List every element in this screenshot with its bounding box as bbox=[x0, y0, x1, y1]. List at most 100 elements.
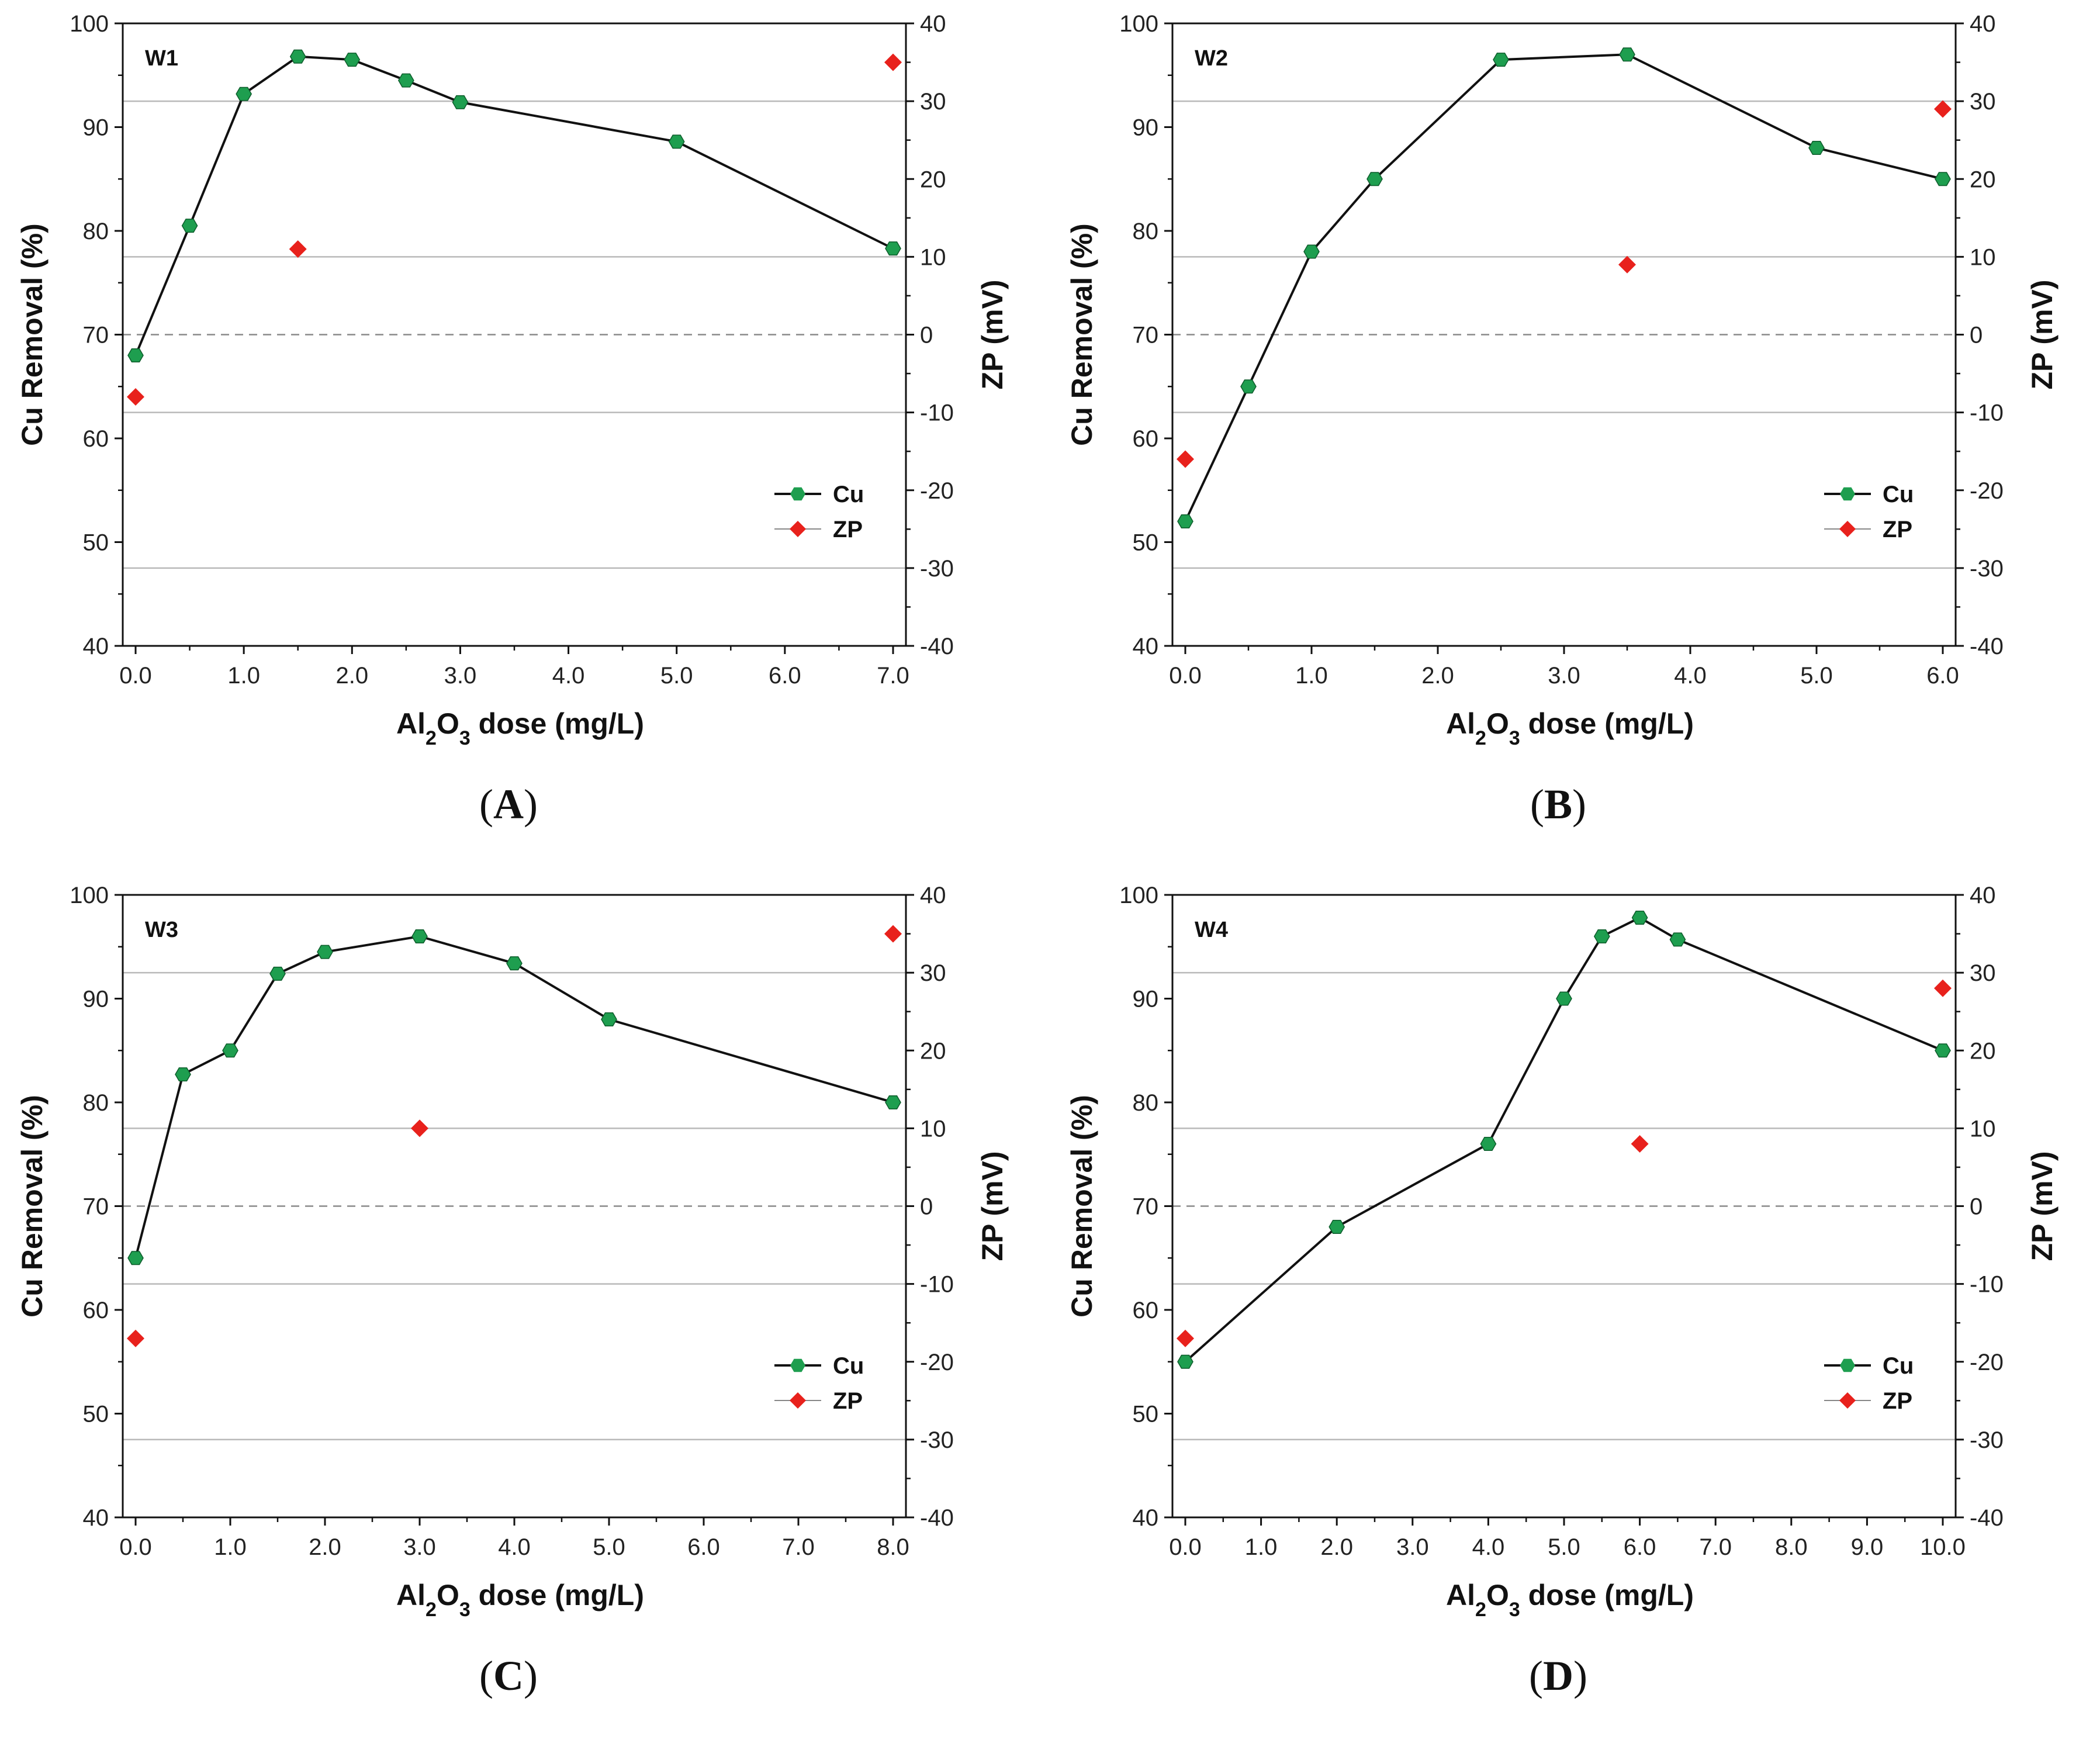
x-tick-label: 7.0 bbox=[877, 663, 909, 689]
left-tick-label: 80 bbox=[83, 219, 109, 244]
legend: Cu ZP bbox=[774, 1353, 864, 1414]
right-axis: 40 30 20 10 0 -10 -20 -30 -40 bbox=[906, 883, 954, 1531]
right-tick-label: 30 bbox=[920, 89, 946, 115]
panel-caption: (A) bbox=[479, 781, 538, 828]
legend-cu-marker bbox=[1840, 1358, 1855, 1372]
left-axis: 40 50 60 70 80 90 100 bbox=[70, 883, 123, 1531]
sample-tag: W3 bbox=[145, 918, 178, 942]
x-tick-label: 1.0 bbox=[1295, 663, 1328, 689]
cu-point bbox=[269, 966, 286, 981]
left-tick-label: 50 bbox=[83, 530, 109, 556]
right-tick-label: -10 bbox=[1970, 1272, 2004, 1298]
right-tick-label: 20 bbox=[1970, 1038, 1996, 1064]
cu-point bbox=[1669, 932, 1686, 947]
zp-point bbox=[884, 925, 902, 943]
cu-point bbox=[1480, 1136, 1497, 1151]
zp-point bbox=[127, 388, 144, 406]
cu-point bbox=[1177, 514, 1193, 529]
x-title-o: O bbox=[1486, 1579, 1509, 1611]
cu-series-line bbox=[1184, 916, 1943, 1363]
left-tick-label: 100 bbox=[1119, 11, 1158, 37]
right-axis: 40 30 20 10 0 -10 -20 -30 -40 bbox=[906, 11, 954, 659]
cu-point bbox=[506, 956, 523, 971]
legend-cu-label: Cu bbox=[1883, 482, 1914, 507]
right-tick-label: 10 bbox=[920, 1116, 946, 1142]
right-tick-label: 20 bbox=[920, 167, 946, 192]
left-tick-label: 80 bbox=[83, 1090, 109, 1116]
cu-point bbox=[1303, 244, 1320, 259]
cu-point bbox=[1366, 172, 1383, 186]
right-axis-title: ZP (mV) bbox=[2026, 280, 2059, 390]
zp-point bbox=[1177, 450, 1194, 468]
right-tick-label: 10 bbox=[1970, 244, 1996, 270]
right-tick-label: 30 bbox=[920, 960, 946, 986]
right-tick-label: -20 bbox=[1970, 1350, 2004, 1375]
right-tick-label: -40 bbox=[1970, 634, 2004, 659]
x-tick-label: 4.0 bbox=[1674, 663, 1707, 689]
cu-point bbox=[411, 929, 428, 944]
cu-point bbox=[668, 134, 685, 149]
x-title-sub-2: 2 bbox=[425, 1599, 437, 1621]
x-tick-label: 0.0 bbox=[119, 663, 152, 689]
left-axis: 40 50 60 70 80 90 100 bbox=[1119, 883, 1172, 1531]
legend: Cu ZP bbox=[1824, 482, 1914, 542]
x-title-sub-2: 2 bbox=[1475, 727, 1486, 749]
left-tick-label: 60 bbox=[1133, 426, 1159, 452]
legend-cu-marker bbox=[790, 1358, 805, 1372]
left-tick-label: 70 bbox=[83, 1194, 109, 1220]
right-tick-label: 0 bbox=[1970, 323, 1983, 348]
cu-point bbox=[885, 1095, 901, 1110]
right-axis-title: ZP (mV) bbox=[976, 280, 1009, 390]
cu-series-line bbox=[134, 935, 894, 1258]
x-tick-label: 5.0 bbox=[660, 663, 693, 689]
caption-paren-close: ) bbox=[524, 1652, 538, 1699]
left-tick-label: 70 bbox=[83, 323, 109, 348]
cu-point bbox=[236, 87, 252, 101]
x-title-o: O bbox=[437, 1579, 459, 1611]
right-tick-label: 0 bbox=[1970, 1194, 1983, 1220]
x-tick-label: 3.0 bbox=[444, 663, 477, 689]
sample-tag: W1 bbox=[145, 46, 178, 71]
right-tick-label: 30 bbox=[1970, 89, 1996, 115]
cu-point bbox=[317, 945, 333, 959]
right-tick-label: 40 bbox=[1970, 11, 1996, 37]
caption-paren-open: ( bbox=[1529, 1652, 1543, 1699]
x-tick-label: 3.0 bbox=[403, 1534, 436, 1560]
x-tick-label: 6.0 bbox=[687, 1534, 720, 1560]
zp-point bbox=[1934, 100, 1952, 118]
left-tick-label: 100 bbox=[1119, 883, 1158, 908]
left-tick-label: 90 bbox=[1133, 987, 1159, 1012]
zp-point bbox=[1618, 255, 1636, 274]
x-axis: 0.0 1.0 2.0 3.0 4.0 5.0 6.0 bbox=[1169, 646, 1959, 689]
caption-letter: D bbox=[1543, 1652, 1573, 1699]
x-tick-label: 6.0 bbox=[1624, 1534, 1656, 1560]
x-tick-label: 8.0 bbox=[877, 1534, 909, 1560]
cu-point bbox=[885, 241, 901, 256]
legend-zp-label: ZP bbox=[833, 517, 863, 542]
cu-point bbox=[289, 49, 306, 64]
panel-d: 40 50 60 70 80 90 100 40 30 20 10 0 -10 -20 -30 -40 0.0 1… bbox=[1050, 872, 2099, 1743]
caption-paren-open: ( bbox=[1530, 781, 1544, 828]
x-tick-label: 7.0 bbox=[782, 1534, 815, 1560]
legend-cu-label: Cu bbox=[833, 482, 864, 507]
x-axis: 0.0 1.0 2.0 3.0 4.0 5.0 6.0 7.0 8.0 9.0 10.0 bbox=[1169, 1517, 1966, 1560]
left-tick-label: 100 bbox=[70, 11, 109, 37]
x-tick-label: 10.0 bbox=[1920, 1534, 1966, 1560]
legend-cu-label: Cu bbox=[1883, 1353, 1914, 1379]
right-tick-label: 0 bbox=[920, 323, 933, 348]
legend-zp-label: ZP bbox=[1883, 517, 1912, 542]
cu-point bbox=[1935, 1043, 1951, 1058]
x-title-sub-2: 2 bbox=[425, 727, 437, 749]
left-tick-label: 40 bbox=[83, 1505, 109, 1531]
zp-point bbox=[1177, 1329, 1194, 1347]
zp-point bbox=[411, 1119, 428, 1137]
right-tick-label: -20 bbox=[920, 1350, 954, 1375]
right-tick-label: 30 bbox=[1970, 960, 1996, 986]
panel-a: 40 50 60 70 80 90 100 40 30 20 10 0 -10 -20 -30 -40 0.0 1… bbox=[0, 0, 1050, 872]
left-tick-label: 40 bbox=[1133, 634, 1159, 659]
x-tick-label: 0.0 bbox=[1169, 1534, 1202, 1560]
legend-zp-label: ZP bbox=[1883, 1388, 1912, 1414]
x-title-o: O bbox=[1486, 707, 1509, 740]
